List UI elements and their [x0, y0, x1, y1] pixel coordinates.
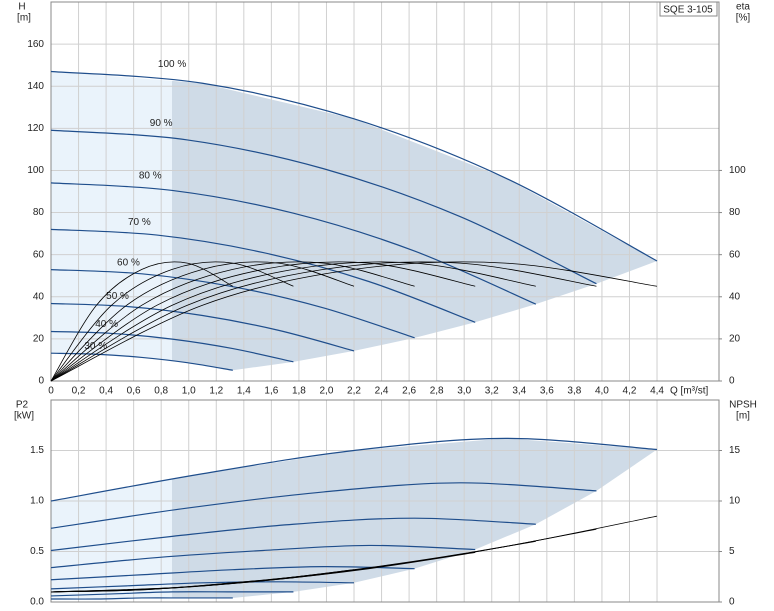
y2-tick-label: 15: [729, 445, 741, 456]
operating-area: [172, 80, 658, 371]
y-tick-label: 60: [33, 249, 45, 260]
x-tick-label: 0: [48, 386, 54, 397]
primary-curve: [50, 302, 355, 352]
y-tick-label: 100: [27, 165, 44, 176]
secondary-curve: [50, 261, 536, 382]
y2-axis-unit: [m]: [736, 411, 750, 422]
secondary-curve: [50, 261, 233, 382]
x-tick-label: 1,6: [264, 386, 278, 397]
primary-curve: [50, 597, 233, 600]
x-tick-label: 2,8: [430, 386, 444, 397]
x-tick-label: 1,0: [182, 386, 196, 397]
y2-tick-label: 5: [729, 546, 735, 557]
x-tick-label: 3,4: [512, 386, 526, 397]
y2-tick-label: 60: [729, 249, 741, 260]
secondary-curve: [50, 582, 233, 593]
x-tick-label: 4,2: [623, 386, 637, 397]
x-axis-label: Q [m³/st]: [670, 386, 709, 397]
primary-curve: [50, 330, 294, 363]
x-tick-label: 3,2: [485, 386, 499, 397]
y-tick-label: 1.0: [30, 496, 44, 507]
primary-curve: [50, 70, 658, 262]
curve-label: 80 %: [139, 171, 162, 182]
curve-label: 40 %: [95, 319, 118, 330]
operating-area-light: [51, 71, 172, 361]
secondary-curve: [50, 261, 597, 382]
y2-tick-label: 0: [729, 597, 735, 608]
y2-axis-unit: [%]: [736, 13, 751, 24]
y-axis-label: H: [18, 2, 25, 13]
y-axis-unit: [kW]: [14, 411, 34, 422]
operating-area-light: [51, 479, 172, 599]
primary-curve: [50, 581, 355, 590]
primary-curve: [50, 482, 597, 529]
y-tick-label: 40: [33, 291, 45, 302]
x-tick-label: 0,4: [99, 386, 113, 397]
y2-axis-label: NPSH: [729, 400, 757, 411]
primary-curve: [50, 437, 658, 502]
curve-label: 60 %: [117, 257, 140, 268]
x-tick-label: 2,2: [347, 386, 361, 397]
secondary-curve: [50, 261, 415, 382]
x-tick-label: 2,0: [320, 386, 334, 397]
y-tick-label: 20: [33, 334, 45, 345]
primary-curve: [50, 591, 294, 597]
y2-tick-label: 40: [729, 291, 741, 302]
curve-label: 90 %: [150, 118, 173, 129]
y-tick-label: 0.0: [30, 597, 44, 608]
primary-curve: [50, 182, 537, 305]
x-tick-label: 4,0: [595, 386, 609, 397]
chart-title: SQE 3-105: [663, 5, 713, 16]
y2-tick-label: 80: [729, 207, 741, 218]
x-tick-label: 2,4: [375, 386, 389, 397]
y-tick-label: 160: [27, 39, 44, 50]
primary-curve: [50, 129, 597, 285]
y-axis-unit: [m]: [17, 13, 31, 24]
secondary-curve: [50, 261, 658, 382]
secondary-curve: [50, 261, 355, 382]
y-tick-label: 80: [33, 207, 45, 218]
primary-curve: [50, 544, 476, 569]
x-tick-label: 0,6: [127, 386, 141, 397]
x-tick-label: 1,4: [237, 386, 251, 397]
y2-tick-label: 10: [729, 496, 741, 507]
primary-curve: [50, 566, 415, 581]
y2-tick-label: 0: [729, 376, 735, 387]
secondary-curve: [50, 261, 294, 382]
y2-tick-label: 100: [729, 165, 746, 176]
x-tick-label: 4,4: [650, 386, 664, 397]
plot-frame: [50, 1, 720, 382]
curve-label: 50 %: [106, 291, 129, 302]
y-tick-label: 0.5: [30, 546, 44, 557]
curve-label: 70 %: [128, 217, 151, 228]
y2-axis-label: eta: [736, 2, 750, 13]
y-tick-label: 120: [27, 123, 44, 134]
y-tick-label: 1.5: [30, 445, 44, 456]
x-tick-label: 0,2: [72, 386, 86, 397]
y-tick-label: 0: [38, 376, 44, 387]
secondary-curve: [50, 261, 476, 382]
primary-curve: [50, 228, 476, 323]
x-tick-label: 3,0: [457, 386, 471, 397]
x-tick-label: 3,8: [567, 386, 581, 397]
x-tick-label: 1,2: [209, 386, 223, 397]
y-tick-label: 140: [27, 81, 44, 92]
x-tick-label: 3,6: [540, 386, 554, 397]
primary-curve: [50, 517, 536, 552]
y-axis-label: P2: [16, 400, 29, 411]
primary-curve: [50, 269, 415, 339]
x-tick-label: 0,8: [154, 386, 168, 397]
curve-label: 100 %: [158, 59, 186, 70]
x-tick-label: 2,6: [402, 386, 416, 397]
title-box: [659, 1, 718, 17]
x-tick-label: 1,8: [292, 386, 306, 397]
y2-tick-label: 20: [729, 334, 741, 345]
